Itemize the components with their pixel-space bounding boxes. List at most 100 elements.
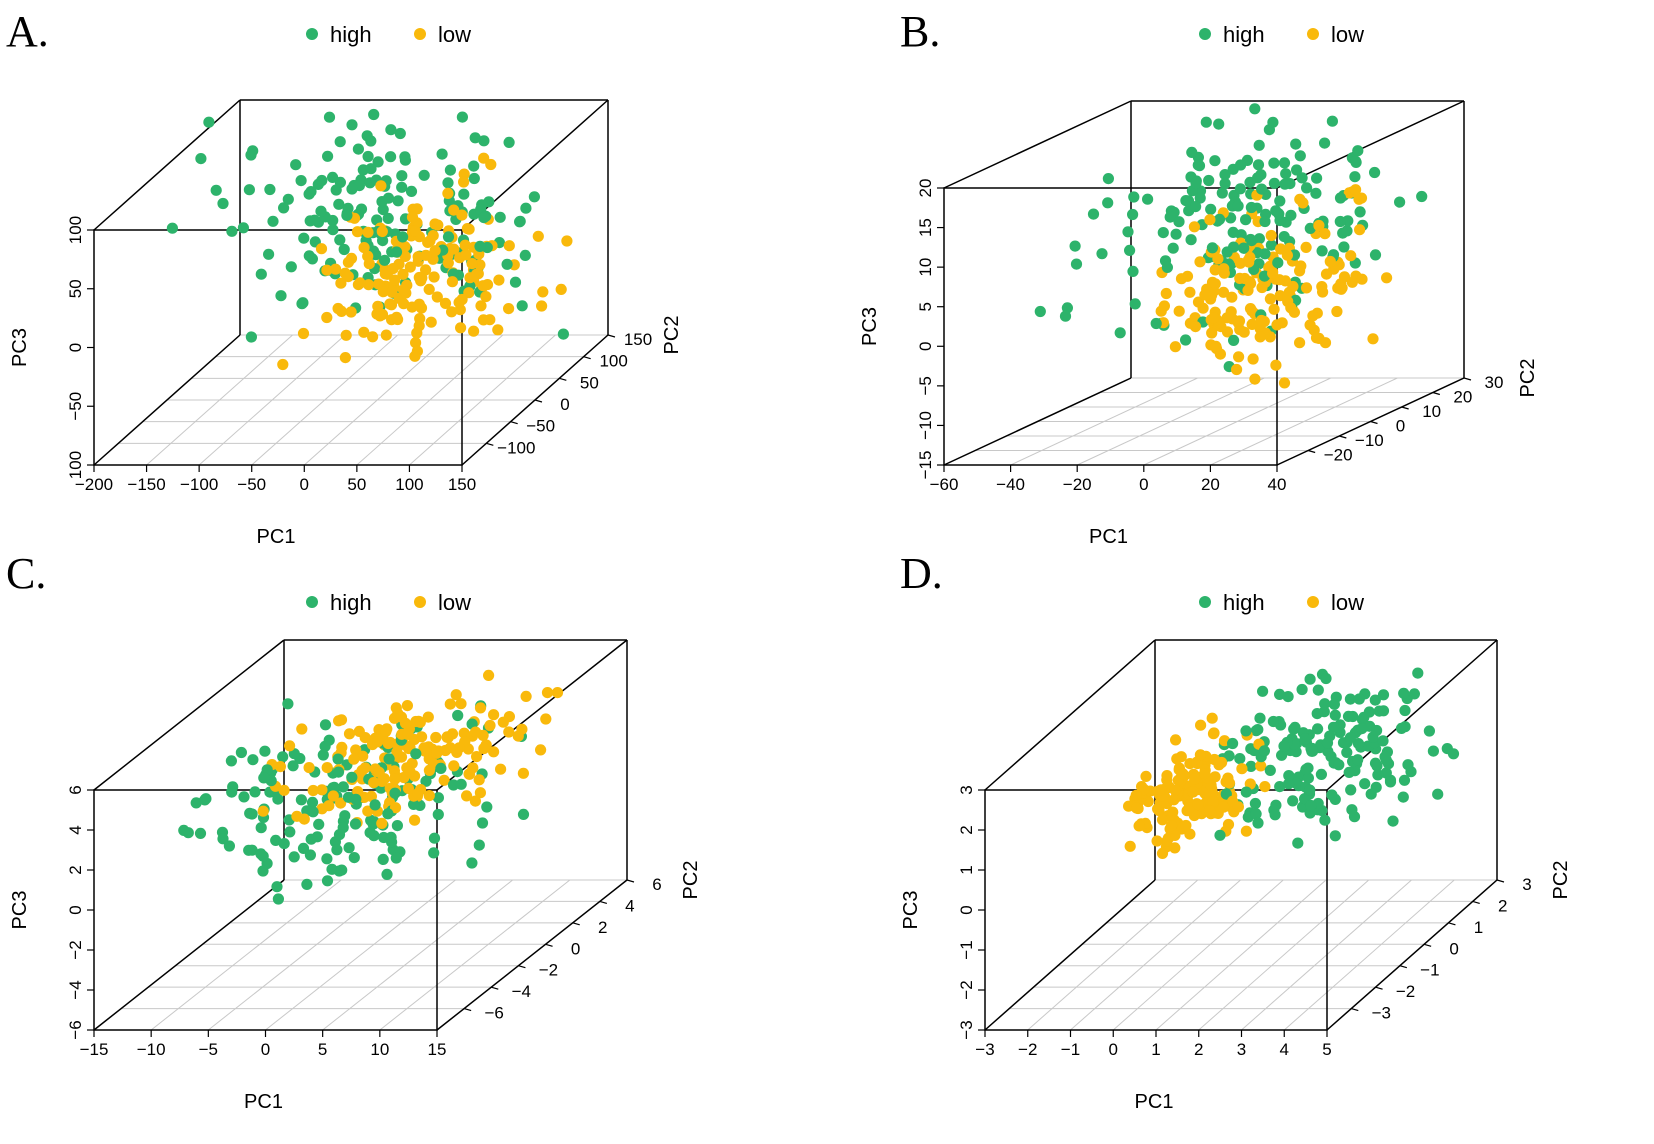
- data-point-high: [394, 127, 406, 140]
- data-point-low: [1300, 282, 1313, 294]
- data-point-high: [331, 844, 343, 856]
- data-point-low: [422, 711, 434, 723]
- data-point-high: [1352, 754, 1364, 766]
- z-tick-label: 10: [916, 258, 935, 277]
- data-point-high: [1344, 693, 1356, 705]
- data-point-high: [285, 261, 297, 273]
- x-tick-label: −10: [137, 1040, 166, 1059]
- x-tick-label: −200: [75, 475, 113, 494]
- data-point-low: [1268, 303, 1280, 315]
- data-point-low: [411, 327, 423, 339]
- data-point-high: [1282, 691, 1294, 703]
- y-tick-label: 30: [1485, 373, 1504, 392]
- data-point-low: [473, 774, 485, 786]
- data-point-low: [1346, 276, 1358, 288]
- data-point-low: [413, 271, 425, 284]
- data-point-high: [436, 148, 448, 160]
- x-tick-label: −1: [1061, 1040, 1080, 1059]
- x-tick-label: 0: [261, 1040, 270, 1059]
- data-point-high: [1291, 164, 1303, 176]
- z-tick-label: 0: [916, 342, 935, 351]
- y-tick-label: −2: [1396, 982, 1415, 1001]
- data-point-low: [1249, 373, 1261, 385]
- data-point-low: [384, 736, 396, 749]
- y-tick-label: 150: [624, 330, 652, 349]
- data-point-low: [466, 258, 478, 270]
- data-point-low: [1255, 314, 1267, 327]
- data-point-high: [1161, 261, 1173, 273]
- data-point-high: [1256, 183, 1268, 195]
- y-tick: [518, 965, 526, 969]
- data-point-high: [1114, 327, 1126, 339]
- data-point-high: [1365, 788, 1377, 800]
- data-point-high: [244, 807, 256, 819]
- data-point-low: [1175, 751, 1187, 763]
- data-point-low: [348, 753, 360, 765]
- data-point-high: [1289, 721, 1301, 734]
- data-point-low: [1156, 814, 1169, 826]
- data-point-high: [1427, 745, 1439, 757]
- data-point-low: [358, 242, 370, 254]
- x-tick-label: 5: [1322, 1040, 1331, 1059]
- data-point-high: [385, 151, 397, 163]
- data-point-high: [226, 225, 238, 237]
- data-point-high: [1190, 177, 1202, 189]
- data-point-high: [1167, 242, 1179, 254]
- data-point-high: [1349, 171, 1361, 183]
- data-point-high: [1102, 173, 1114, 185]
- data-point-low: [1151, 835, 1163, 847]
- data-point-low: [551, 687, 564, 699]
- data-point-high: [1240, 786, 1252, 798]
- data-point-high: [1304, 673, 1316, 685]
- data-point-low: [372, 736, 384, 748]
- data-point-high: [297, 842, 310, 855]
- data-point-high: [1127, 265, 1139, 277]
- z-axis: −15 −10 −5 0 5 10 15 20 PC3: [859, 179, 944, 480]
- data-point-high: [1334, 192, 1347, 204]
- y-tick-label: 50: [580, 373, 599, 392]
- data-point-low: [404, 766, 416, 778]
- z-tick-label: 3: [957, 785, 976, 794]
- box-front-face: [984, 789, 1328, 1031]
- data-point-high: [1265, 239, 1277, 251]
- legend-label-high: high: [1223, 590, 1265, 615]
- data-point-low: [1199, 289, 1211, 301]
- data-point-high: [1124, 244, 1136, 256]
- x-tick-label: 10: [370, 1040, 389, 1059]
- data-point-low: [345, 306, 357, 318]
- data-point-low: [1356, 273, 1368, 285]
- data-point-high: [282, 193, 294, 205]
- data-point-high: [381, 868, 393, 881]
- y-tick: [1351, 1007, 1359, 1012]
- data-point-high: [418, 169, 430, 181]
- data-point-high: [516, 300, 528, 312]
- data-point-high: [237, 222, 249, 234]
- y-tick-label: −100: [497, 438, 535, 457]
- data-point-low: [1131, 802, 1143, 814]
- y-tick-label: 10: [1422, 402, 1441, 421]
- data-point-high: [1394, 196, 1406, 208]
- data-point-high: [1416, 190, 1428, 203]
- data-point-low: [1180, 819, 1192, 832]
- data-point-low: [340, 329, 352, 341]
- data-point-high: [322, 150, 334, 162]
- data-point-high: [315, 205, 327, 217]
- panel-label: A.: [6, 7, 49, 56]
- data-point-low: [362, 226, 374, 238]
- data-point-high: [270, 834, 282, 847]
- data-point-high: [333, 829, 346, 841]
- data-point-high: [1338, 241, 1350, 253]
- data-point-high: [1059, 310, 1072, 322]
- z-axis: 100 −50 0 50 100 PC3: [9, 216, 94, 479]
- data-point-high: [267, 215, 279, 227]
- data-point-high: [346, 119, 358, 131]
- data-point-high: [1205, 203, 1217, 215]
- data-point-low: [429, 245, 441, 257]
- data-point-low: [411, 203, 423, 215]
- data-point-low: [395, 711, 408, 723]
- data-point-low: [1210, 340, 1222, 352]
- y-tick-label: −2: [539, 961, 558, 980]
- z-tick-label: −15: [916, 451, 935, 480]
- data-point-high: [346, 771, 358, 783]
- data-point-high: [432, 792, 444, 804]
